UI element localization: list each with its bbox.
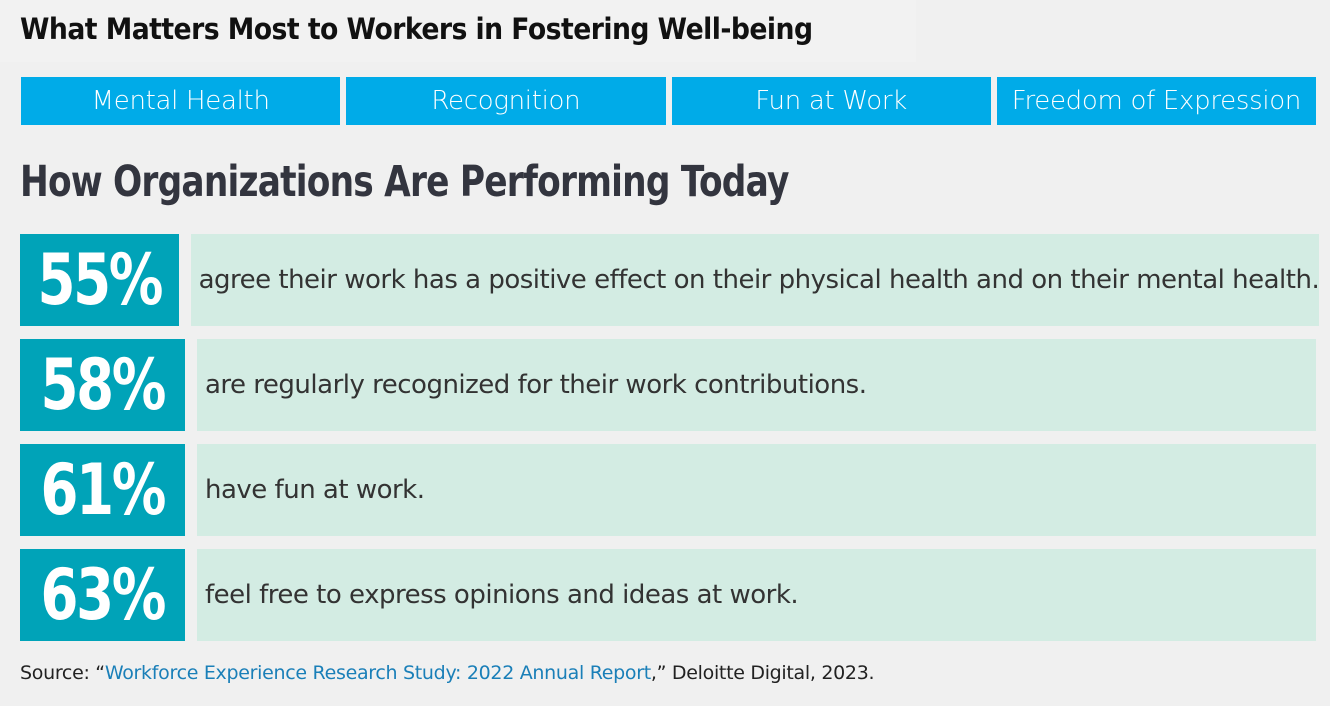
- stat-value: 61%: [20, 444, 185, 536]
- stat-description: feel free to express opinions and ideas …: [197, 549, 1316, 641]
- stat-row-fun-at-work: 61% have fun at work.: [20, 444, 1316, 536]
- title-band: [0, 0, 916, 62]
- stat-description: have fun at work.: [197, 444, 1316, 536]
- stat-value-text: 63%: [40, 554, 167, 636]
- stat-value-text: 61%: [40, 449, 167, 531]
- stat-value-text: 58%: [40, 344, 167, 426]
- source-prefix: Source: “: [20, 662, 105, 684]
- stat-value: 55%: [20, 234, 179, 326]
- tab-mental-health[interactable]: Mental Health: [21, 77, 341, 125]
- category-tabs: Mental Health Recognition Fun at Work Fr…: [21, 77, 1316, 125]
- stat-value: 58%: [20, 339, 185, 431]
- stats-list: 55% agree their work has a positive effe…: [20, 234, 1320, 641]
- stat-row-mental-health: 55% agree their work has a positive effe…: [20, 234, 1320, 326]
- source-citation: Source: “Workforce Experience Research S…: [20, 662, 875, 684]
- section-title: How Organizations Are Performing Today: [20, 157, 789, 207]
- stat-row-freedom-of-expression: 63% feel free to express opinions and id…: [20, 549, 1316, 641]
- stat-value-text: 55%: [37, 239, 163, 321]
- source-link[interactable]: Workforce Experience Research Study: 202…: [104, 662, 651, 684]
- tab-fun-at-work[interactable]: Fun at Work: [671, 77, 991, 125]
- stat-description: are regularly recognized for their work …: [197, 339, 1316, 431]
- tab-freedom-of-expression[interactable]: Freedom of Expression: [996, 77, 1316, 125]
- page-title: What Matters Most to Workers in Fosterin…: [20, 12, 813, 46]
- tab-recognition[interactable]: Recognition: [346, 77, 666, 125]
- stat-value: 63%: [20, 549, 185, 641]
- stat-description: agree their work has a positive effect o…: [190, 234, 1320, 326]
- stat-row-recognition: 58% are regularly recognized for their w…: [20, 339, 1316, 431]
- source-suffix: ,” Deloitte Digital, 2023.: [650, 662, 875, 684]
